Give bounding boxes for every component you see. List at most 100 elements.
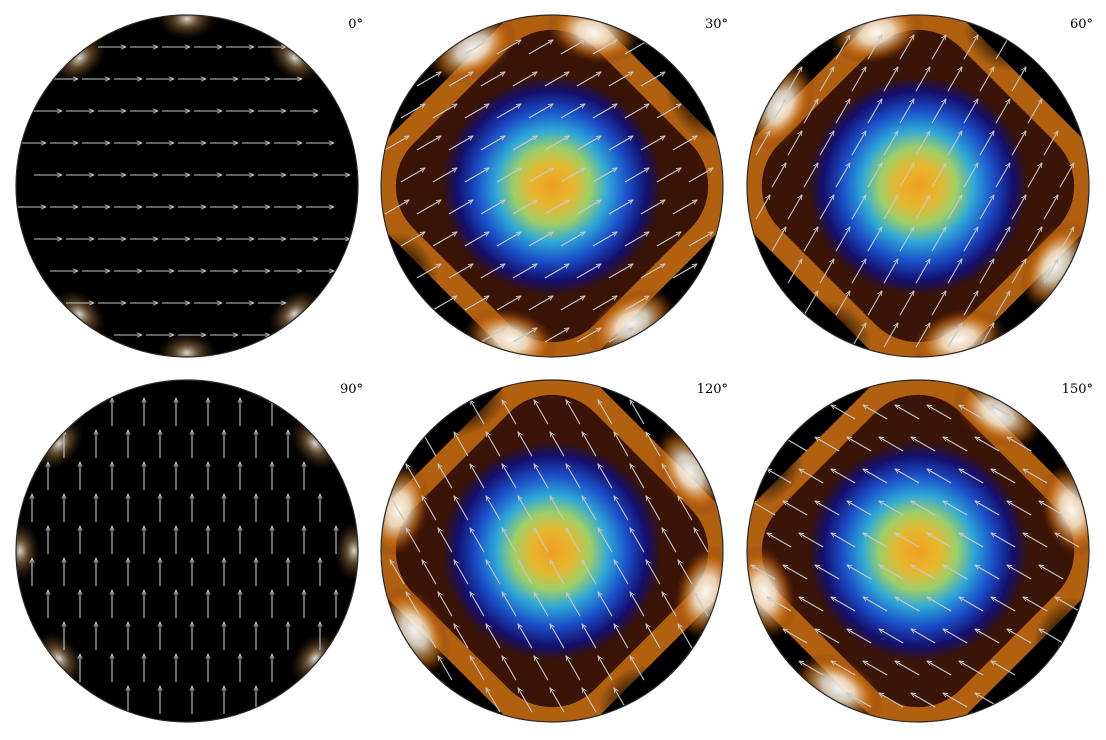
field-arrow	[608, 71, 633, 87]
field-arrow	[1039, 564, 1064, 580]
field-arrow	[803, 227, 819, 252]
field-arrow	[405, 464, 421, 489]
field-arrow	[1027, 99, 1043, 124]
field-arrow	[975, 564, 1000, 580]
field-arrow	[995, 227, 1011, 252]
field-arrow	[432, 167, 457, 183]
field-arrow	[624, 167, 649, 183]
field-arrow	[405, 528, 421, 553]
field-arrow	[565, 400, 581, 425]
field-arrow	[959, 404, 984, 420]
field-arrow	[512, 327, 537, 343]
field-arrow	[480, 327, 505, 343]
field-arrow	[693, 528, 709, 553]
field-arrow	[751, 564, 776, 580]
field-arrow	[899, 35, 915, 60]
field-arrow	[787, 195, 803, 220]
field-arrow	[549, 624, 565, 649]
field-arrows	[389, 400, 709, 713]
field-arrow	[879, 436, 904, 452]
field-arrow	[931, 227, 947, 252]
field-arrow	[496, 295, 521, 311]
field-arrow	[799, 596, 824, 612]
field-arrow	[991, 532, 1016, 548]
field-arrow	[927, 596, 952, 612]
field-arrow	[400, 167, 425, 183]
field-arrow	[911, 500, 936, 516]
field-arrow	[883, 195, 899, 220]
field-arrow	[947, 259, 963, 284]
field-arrow	[851, 195, 867, 220]
field-arrow	[629, 528, 645, 553]
field-arrow	[432, 295, 457, 311]
field-arrow	[592, 103, 617, 119]
field-arrow	[867, 163, 883, 188]
field-arrow	[576, 327, 601, 343]
field-arrow	[448, 71, 473, 87]
field-arrow	[453, 496, 469, 521]
field-arrow	[645, 624, 661, 649]
field-arrow	[485, 496, 501, 521]
field-arrow	[469, 400, 485, 425]
field-arrow	[613, 432, 629, 457]
field-arrow	[835, 163, 851, 188]
field-arrow	[640, 263, 665, 279]
field-arrow	[931, 163, 947, 188]
field-arrow	[991, 660, 1016, 676]
field-arrow	[1059, 227, 1075, 252]
field-arrow	[549, 560, 565, 585]
field-arrow	[975, 436, 1000, 452]
field-arrow	[915, 67, 931, 92]
field-arrow	[517, 496, 533, 521]
field-arrow	[480, 263, 505, 279]
panel-label: 120°	[697, 382, 728, 397]
field-arrow	[453, 560, 469, 585]
field-arrow	[629, 400, 645, 425]
field-arrow	[943, 692, 968, 708]
field-arrow	[453, 432, 469, 457]
field-arrow	[677, 496, 693, 521]
field-arrows	[18, 47, 350, 335]
field-arrow	[549, 432, 565, 457]
field-arrow	[661, 464, 677, 489]
field-panel-0: 0°	[15, 14, 363, 358]
field-arrow	[911, 564, 936, 580]
field-arrow	[400, 103, 425, 119]
field-arrow	[943, 628, 968, 644]
field-arrow	[831, 468, 856, 484]
field-arrow	[867, 99, 883, 124]
field-arrow	[863, 404, 888, 420]
field-arrow	[943, 500, 968, 516]
field-arrow	[835, 291, 851, 316]
field-arrow	[771, 227, 787, 252]
field-arrow	[787, 67, 803, 92]
field-arrows	[384, 39, 713, 343]
field-arrow	[528, 231, 553, 247]
field-arrow	[416, 71, 441, 87]
field-arrow	[991, 596, 1016, 612]
field-arrow	[581, 496, 597, 521]
field-arrow	[496, 231, 521, 247]
field-panel-120: 120°	[380, 379, 728, 723]
field-arrow	[469, 464, 485, 489]
field-arrow	[943, 436, 968, 452]
field-arrow	[751, 500, 776, 516]
panel-outline	[746, 14, 1090, 358]
field-arrow	[895, 660, 920, 676]
field-arrow	[608, 327, 633, 343]
field-arrow	[851, 67, 867, 92]
field-arrow	[597, 400, 613, 425]
panel-outline	[15, 14, 359, 358]
field-arrow	[911, 628, 936, 644]
field-arrow	[581, 688, 597, 713]
field-arrow	[1039, 628, 1064, 644]
field-arrow	[565, 464, 581, 489]
field-arrow	[979, 195, 995, 220]
field-arrow	[480, 71, 505, 87]
field-arrow	[453, 624, 469, 649]
panel-label: 0°	[348, 17, 363, 32]
field-arrow	[464, 103, 489, 119]
field-arrow	[883, 259, 899, 284]
field-arrow	[672, 135, 697, 151]
